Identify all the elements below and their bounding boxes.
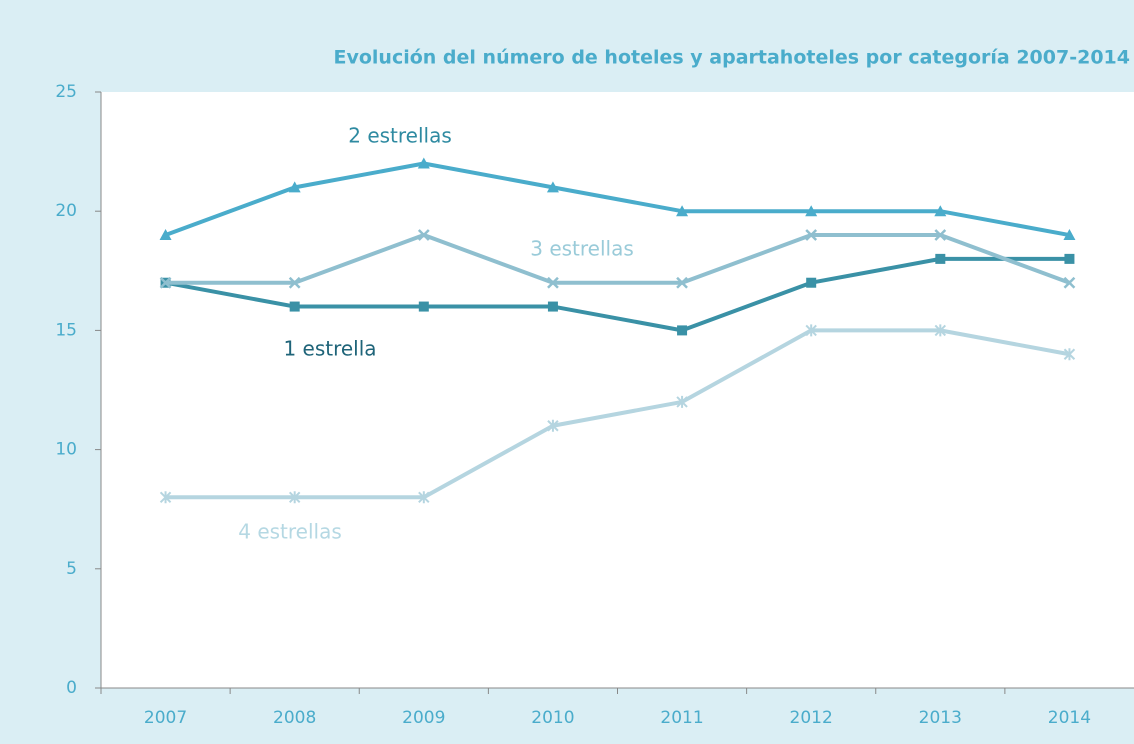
marker xyxy=(546,181,559,193)
marker xyxy=(934,205,947,217)
marker xyxy=(934,229,947,241)
marker xyxy=(418,301,429,312)
series-label: 4 estrellas xyxy=(238,520,342,544)
x-tick-label: 2014 xyxy=(1048,708,1091,728)
plot-area xyxy=(101,92,1134,688)
y-tick-label: 5 xyxy=(66,559,77,579)
series-line xyxy=(164,161,1070,238)
marker xyxy=(806,277,817,288)
marker xyxy=(547,301,558,312)
marker xyxy=(1063,348,1076,361)
marker xyxy=(1063,229,1076,241)
marker xyxy=(805,205,818,217)
y-tick-label: 20 xyxy=(55,201,77,221)
series-line xyxy=(165,328,1070,500)
marker xyxy=(159,491,172,504)
marker xyxy=(1063,276,1076,289)
marker xyxy=(418,491,430,504)
marker xyxy=(417,229,430,241)
y-tick-label: 15 xyxy=(55,320,77,340)
x-tick-label: 2011 xyxy=(660,708,703,728)
chart-title: Evolución del número de hoteles y aparta… xyxy=(334,47,1131,69)
series-line xyxy=(165,233,1071,285)
marker xyxy=(547,419,559,432)
x-tick-label: 2009 xyxy=(402,708,445,728)
y-tick-label: 25 xyxy=(55,82,77,102)
marker xyxy=(289,301,300,312)
series-line xyxy=(165,256,1070,333)
x-tick-label: 2008 xyxy=(273,708,316,728)
x-tick-label: 2010 xyxy=(531,708,574,728)
series-label: 2 estrellas xyxy=(348,124,452,148)
marker xyxy=(934,324,947,337)
series-label: 3 estrellas xyxy=(530,237,634,261)
marker xyxy=(159,276,172,289)
y-tick-label: 0 xyxy=(66,678,77,698)
marker xyxy=(288,491,301,504)
marker xyxy=(805,229,818,241)
marker xyxy=(677,325,688,336)
marker xyxy=(417,157,430,169)
marker xyxy=(288,276,301,289)
marker xyxy=(676,276,688,289)
x-tick-label: 2013 xyxy=(919,708,962,728)
x-tick-label: 2007 xyxy=(144,708,187,728)
marker xyxy=(676,395,688,408)
marker xyxy=(805,324,817,337)
x-tick-label: 2012 xyxy=(790,708,833,728)
y-tick-label: 10 xyxy=(55,440,77,460)
marker xyxy=(676,205,689,217)
series-label: 1 estrella xyxy=(283,337,376,361)
marker xyxy=(935,253,946,264)
marker xyxy=(288,181,301,193)
marker xyxy=(547,276,559,289)
marker xyxy=(1064,253,1075,264)
marker xyxy=(159,229,172,241)
